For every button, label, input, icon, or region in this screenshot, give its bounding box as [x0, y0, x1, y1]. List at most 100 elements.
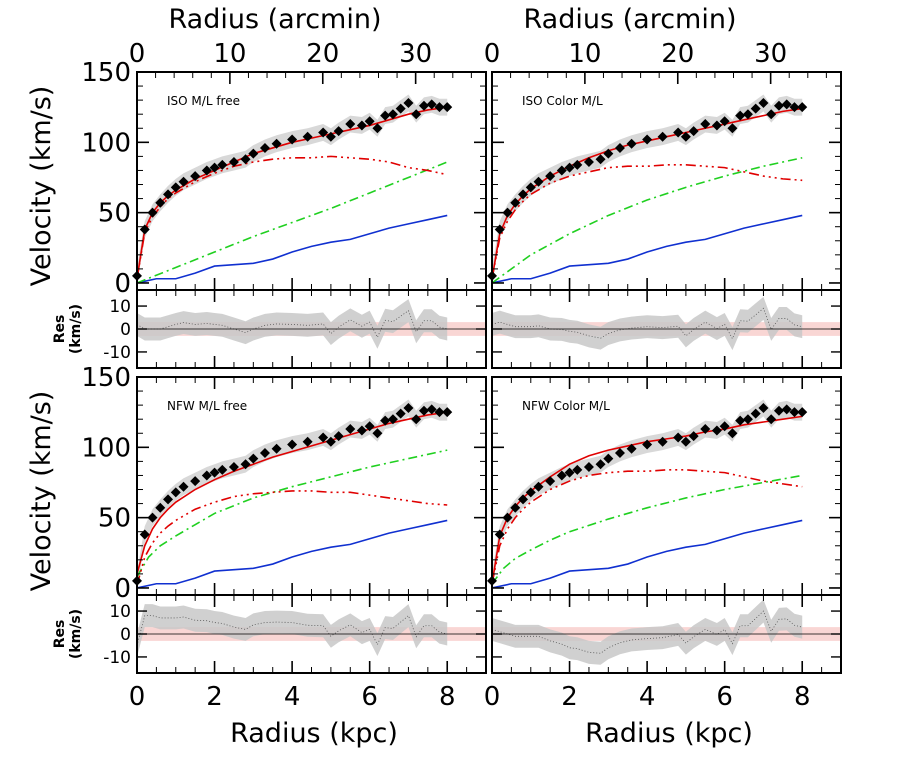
panel-annotation: ISO Color M/L [522, 94, 603, 108]
observed-points [132, 97, 453, 281]
observed-point [380, 110, 391, 121]
x-tick-label: 0 [484, 682, 501, 712]
gas-curve [491, 214, 803, 284]
y-tick-label: 150 [81, 363, 131, 393]
observed-point [758, 97, 769, 108]
observed-point [556, 470, 567, 481]
x2-tick-label: 20 [306, 39, 339, 69]
res-axis-title: Res [52, 315, 68, 344]
y-tick-label: 150 [81, 58, 131, 88]
observed-point [781, 404, 792, 415]
observed-point [147, 207, 158, 218]
observed-point [356, 120, 367, 131]
observed-point [333, 126, 344, 137]
observed-point [426, 99, 437, 110]
x2-tick-label: 10 [568, 39, 601, 69]
x-tick-label: 8 [439, 682, 456, 712]
observed-point [583, 157, 594, 168]
observed-point [248, 453, 259, 464]
res-y-tick-label: 10 [109, 602, 131, 622]
observed-point [259, 142, 270, 153]
observed-point [711, 120, 722, 131]
observed-point [209, 467, 220, 478]
observed-point [525, 487, 536, 498]
observed-point [797, 407, 808, 418]
stellar-disk-curve [491, 474, 803, 585]
observed-point [642, 439, 653, 450]
observed-point [502, 207, 513, 218]
observed-point [287, 134, 298, 145]
res-axis-unit: (km/s) [68, 304, 84, 354]
observed-points [487, 402, 808, 586]
observed-point [773, 405, 784, 416]
observed-point [395, 103, 406, 114]
residual-error-envelope [492, 599, 803, 665]
observed-point [673, 127, 684, 138]
res-y-tick-label: 0 [120, 320, 131, 340]
observed-point [657, 436, 668, 447]
x-tick-label: 2 [561, 682, 578, 712]
observed-point [395, 408, 406, 419]
res-y-tick-label: -10 [103, 343, 131, 363]
observed-point [411, 414, 422, 425]
observed-point [766, 414, 777, 425]
observed-point [533, 176, 544, 187]
observed-point [403, 97, 414, 108]
observed-points [487, 97, 808, 281]
observed-point [356, 425, 367, 436]
observed-point [750, 408, 761, 419]
stellar-disk-curve [136, 161, 448, 284]
observed-point [364, 116, 375, 127]
observed-point [700, 424, 711, 435]
res-y-tick-label: -10 [103, 648, 131, 668]
observed-point [442, 407, 453, 418]
observed-point [345, 119, 356, 130]
x-tick-label: 8 [794, 682, 811, 712]
observed-point [155, 197, 166, 208]
observed-point [178, 176, 189, 187]
observed-point [533, 481, 544, 492]
observed-point [545, 171, 556, 182]
halo-curve [136, 490, 448, 586]
observed-point [603, 453, 614, 464]
y-axis-title: Velocity (km/s) [26, 86, 57, 287]
observed-point [228, 157, 239, 168]
x-tick-label: 6 [361, 682, 378, 712]
observed-point [209, 162, 220, 173]
res-y-tick-label: 10 [109, 297, 131, 317]
observed-point [719, 421, 730, 432]
res-axis-title: Res [52, 620, 68, 649]
res-y-tick-label: 0 [120, 625, 131, 645]
x-tick-label: 4 [639, 682, 656, 712]
observed-point [700, 119, 711, 130]
observed-point [178, 481, 189, 492]
gas-curve [491, 519, 803, 589]
observed-point [727, 428, 738, 439]
observed-point [380, 415, 391, 426]
observed-point [201, 165, 212, 176]
observed-point [572, 464, 583, 475]
observed-point [797, 102, 808, 113]
observed-point [387, 414, 398, 425]
residual-error-envelope [492, 296, 803, 351]
observed-point [364, 421, 375, 432]
x2-tick-label: 30 [399, 39, 432, 69]
observed-point [163, 189, 174, 200]
observed-point [442, 102, 453, 113]
observed-point [240, 154, 251, 165]
observed-point [418, 405, 429, 416]
observed-point [603, 148, 614, 159]
observed-point [411, 109, 422, 120]
observed-point [318, 127, 329, 138]
panel-annotation: NFW M/L free [167, 399, 247, 413]
observed-point [688, 431, 699, 442]
observed-point [626, 443, 637, 454]
observed-point [626, 138, 637, 149]
observed-point [735, 415, 746, 426]
observed-point [387, 109, 398, 120]
observed-point [583, 462, 594, 473]
observed-point [688, 126, 699, 137]
observed-point [403, 402, 414, 413]
observed-point [657, 131, 668, 142]
observed-point [190, 171, 201, 182]
